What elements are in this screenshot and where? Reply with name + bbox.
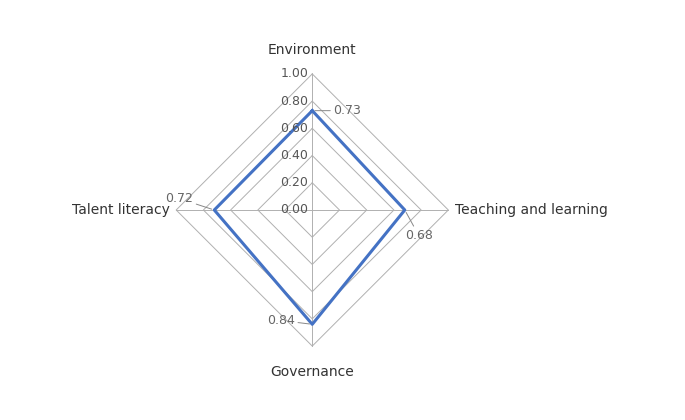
Text: Talent literacy: Talent literacy: [71, 203, 169, 217]
Text: Environment: Environment: [268, 43, 357, 57]
Text: Governance: Governance: [271, 365, 354, 379]
Text: 1.00: 1.00: [281, 68, 308, 80]
Text: 0.72: 0.72: [166, 192, 212, 209]
Text: Teaching and learning: Teaching and learning: [455, 203, 608, 217]
Text: 0.20: 0.20: [281, 176, 308, 189]
Text: 0.60: 0.60: [281, 122, 308, 135]
Text: 0.73: 0.73: [315, 104, 361, 117]
Text: 0.40: 0.40: [281, 149, 308, 162]
Text: 0.80: 0.80: [280, 94, 308, 108]
Text: 0.00: 0.00: [280, 204, 308, 216]
Text: 0.84: 0.84: [267, 314, 310, 327]
Text: 0.68: 0.68: [405, 213, 433, 242]
